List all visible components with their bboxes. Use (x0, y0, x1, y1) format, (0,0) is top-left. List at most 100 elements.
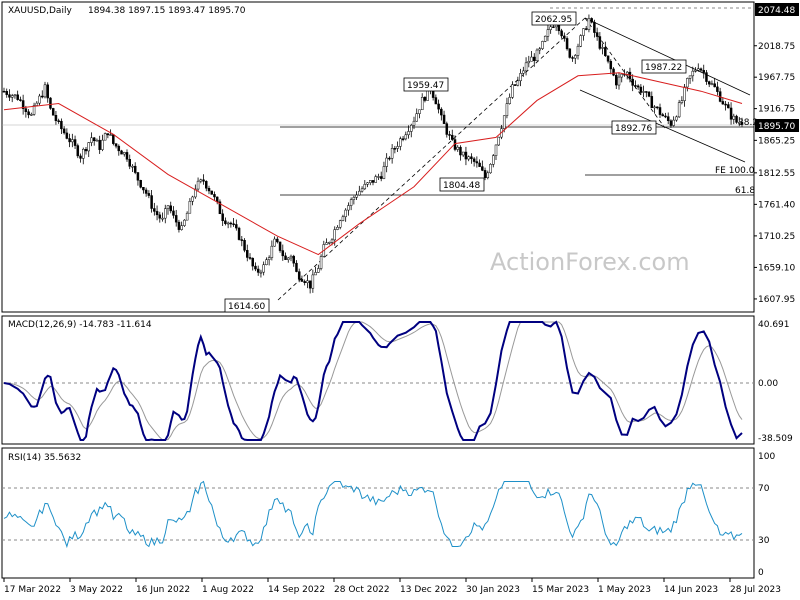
candle-body (639, 86, 643, 93)
annotations: 2062.95 1987.22 1959.47 1892.76 1804.48 … (224, 11, 687, 313)
candle-body (527, 61, 531, 64)
candle-body (524, 62, 528, 72)
candle-body (489, 164, 492, 174)
candle-body (415, 113, 418, 122)
rsi-line (3, 480, 743, 549)
candle-body (114, 143, 118, 147)
candle-body (213, 194, 216, 198)
rsi-tick-30: 30 (758, 536, 770, 546)
macd-tick-bottom: -38.509 (758, 434, 793, 444)
candle-body (664, 115, 667, 118)
candle-body (155, 211, 159, 216)
main-y-tick: 1967.75 (758, 73, 795, 83)
candle-body (243, 240, 246, 251)
candle-body (235, 224, 238, 229)
candle-body (297, 271, 301, 280)
candle-body (732, 115, 736, 120)
candle-body (202, 179, 205, 182)
candle-body (92, 137, 96, 142)
candle-body (161, 217, 164, 220)
candle-body (710, 83, 714, 85)
candle-body (57, 120, 60, 122)
candle-body (382, 166, 386, 179)
candle-body (686, 78, 689, 88)
candle-body (404, 134, 408, 140)
candle-body (196, 180, 200, 190)
main-title: XAUUSD,Daily (8, 6, 72, 16)
main-y-tick: 1710.25 (758, 232, 795, 242)
candle-body (369, 180, 372, 183)
candle-body (284, 255, 287, 260)
candle-body (164, 208, 167, 219)
candle-body (656, 106, 659, 109)
candle-body (117, 145, 121, 152)
candle-body (109, 134, 112, 136)
candle-body (60, 120, 63, 130)
candle-body (191, 196, 194, 202)
x-tick-label: 14 Sep 2022 (268, 585, 325, 595)
candle-body (584, 28, 588, 30)
candle-body (98, 139, 101, 150)
candle-body (533, 56, 536, 62)
annotation-1959-47: 1959.47 (403, 77, 449, 92)
candle-body (246, 250, 249, 258)
candle-body (563, 35, 566, 39)
candle-body (136, 172, 140, 181)
x-tick-label: 13 Dec 2022 (400, 585, 458, 595)
candle-body (38, 95, 41, 104)
candle-body (237, 227, 241, 240)
candle-body (172, 210, 175, 216)
candle-body (546, 29, 550, 37)
candle-body (35, 102, 39, 106)
candle-body (259, 271, 263, 274)
candle-body (183, 219, 186, 226)
candle-body (73, 139, 77, 146)
svg-text:2062.95: 2062.95 (535, 15, 572, 25)
x-tick-label: 17 Mar 2022 (4, 585, 61, 595)
candle-body (448, 134, 451, 136)
candle-body (169, 205, 172, 212)
candle-body (650, 96, 654, 108)
main-y-tick: 1916.75 (758, 105, 795, 115)
candle-body (492, 155, 495, 165)
candle-body (486, 172, 490, 179)
candle-body (84, 148, 88, 152)
candle-body (254, 265, 257, 270)
candle-body (716, 86, 719, 92)
candle-body (571, 57, 574, 59)
candle-body (516, 80, 520, 86)
candle-body (396, 146, 399, 149)
candle-body (604, 47, 607, 57)
candle-body (727, 104, 730, 109)
candle-body (647, 91, 651, 97)
candle-body (549, 26, 552, 30)
candle-body (481, 166, 484, 171)
candle-body (598, 36, 602, 49)
candle-body (120, 150, 123, 155)
main-y-tick: 1812.55 (758, 169, 795, 179)
candle-body (333, 229, 336, 241)
candle-body (464, 151, 468, 160)
candle-body (451, 134, 454, 140)
candle-body (262, 264, 265, 273)
candle-body (256, 268, 260, 273)
svg-text:1892.76: 1892.76 (615, 124, 652, 134)
candle-body (615, 74, 618, 86)
candle-body (420, 97, 424, 111)
candle-body (278, 241, 282, 251)
candle-body (300, 279, 304, 282)
candle-body (65, 132, 69, 139)
candle-body (582, 28, 585, 36)
candle-body (5, 91, 8, 95)
annotation-1614-60: 1614.60 (224, 298, 270, 313)
candle-body (16, 94, 19, 100)
candle-body (538, 48, 541, 51)
candle-body (103, 133, 107, 141)
candle-body (265, 259, 268, 266)
candle-body (139, 179, 142, 188)
candle-body (24, 108, 28, 112)
rsi-tick-70: 70 (758, 484, 770, 494)
candle-body (306, 280, 309, 283)
macd-tick-zero: 0.00 (758, 379, 778, 389)
svg-text:1804.48: 1804.48 (443, 181, 480, 191)
